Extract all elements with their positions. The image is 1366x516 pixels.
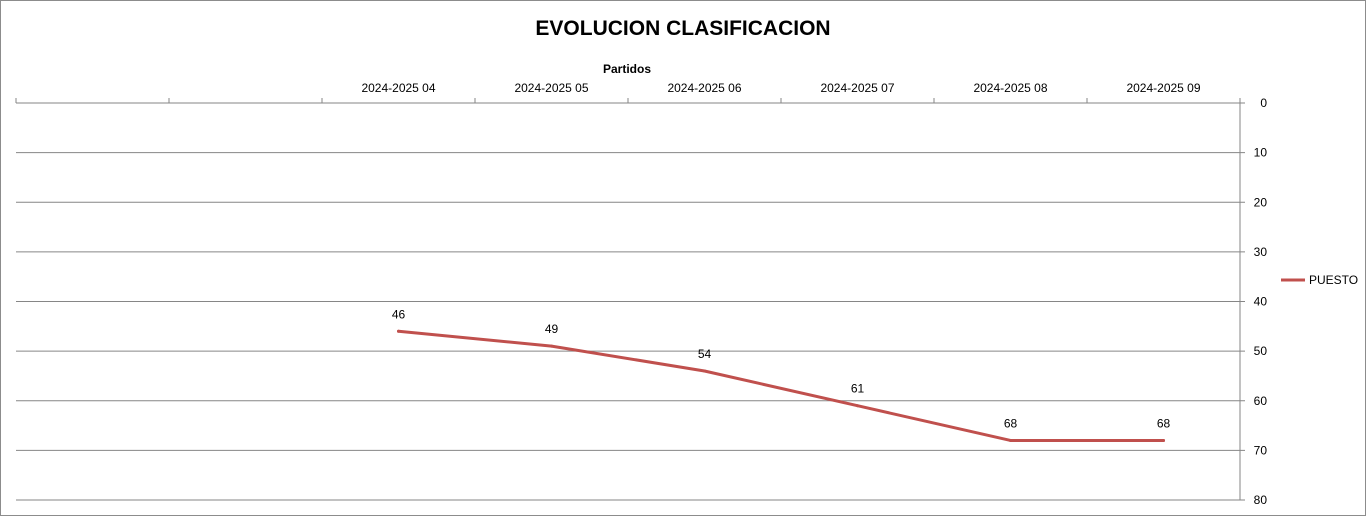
x-axis-title: Partidos [603, 62, 651, 76]
data-point-2 [397, 329, 400, 333]
data-label-7: 68 [1157, 416, 1171, 430]
data-point-4 [703, 369, 706, 373]
data-point-5 [856, 404, 859, 408]
y-tick-label-50: 50 [1254, 344, 1268, 358]
data-label-5: 61 [851, 382, 865, 396]
data-label-6: 68 [1004, 416, 1018, 430]
legend-label-puesto: PUESTO [1309, 273, 1358, 287]
x-tick-label-5: 2024-2025 07 [820, 81, 894, 95]
y-tick-label-0: 0 [1260, 96, 1267, 110]
chart-title: EVOLUCION CLASIFICACION [535, 17, 830, 40]
data-label-3: 49 [545, 322, 559, 336]
x-tick-label-7: 2024-2025 09 [1126, 81, 1200, 95]
x-tick-label-3: 2024-2025 05 [514, 81, 588, 95]
data-point-7 [1162, 438, 1165, 442]
data-labels: 46 49 54 61 68 68 [392, 307, 1171, 430]
y-tick-label-20: 20 [1254, 195, 1268, 209]
gridlines [16, 102, 1240, 501]
data-point-6 [1009, 438, 1012, 442]
series-line-puesto [397, 329, 1165, 442]
y-tick-label-60: 60 [1254, 394, 1268, 408]
y-tick-label-40: 40 [1254, 295, 1268, 309]
data-point-3 [550, 344, 553, 348]
x-tick-label-4: 2024-2025 06 [667, 81, 741, 95]
y-tick-label-10: 10 [1254, 146, 1268, 160]
y-tick-label-70: 70 [1254, 443, 1268, 457]
y-tick-label-30: 30 [1254, 245, 1268, 259]
data-label-4: 54 [698, 347, 712, 361]
axes: 0 10 20 30 40 50 60 70 80 2024-2025 04 2024-2025 0… [15, 81, 1268, 507]
x-tick-label-2: 2024-2025 04 [361, 81, 435, 95]
y-tick-label-80: 80 [1254, 493, 1268, 507]
series-layer [397, 329, 1165, 442]
x-tick-label-6: 2024-2025 08 [973, 81, 1047, 95]
data-label-2: 46 [392, 307, 406, 321]
legend: PUESTO [1281, 273, 1358, 287]
